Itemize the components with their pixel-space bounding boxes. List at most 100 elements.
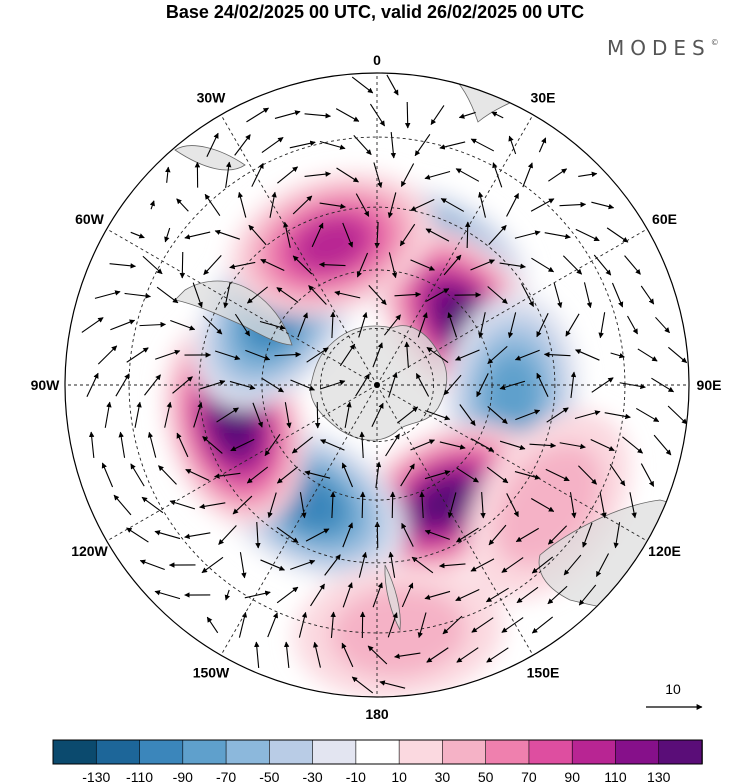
longitude-labels: 0 30E 60E 90E 120E 150E 180 150W 120W 90W 60W 30W [31,52,722,722]
wind-vector [252,402,263,428]
wind-vector [206,616,219,634]
anomaly-contour [295,217,368,271]
wind-vector [530,198,555,212]
wind-vector [456,647,479,663]
wind-vector [261,137,284,153]
wind-vector [373,162,383,189]
longitude-label: 180 [365,706,389,722]
wind-vector [499,262,526,269]
wind-vector [192,282,203,308]
wind-vector [390,132,397,159]
wind-vector [399,223,416,247]
parallel-line [128,136,626,634]
wind-vector [515,527,539,543]
wind-vector [269,191,277,218]
meridian-line [106,384,378,542]
wind-vector [110,319,136,331]
wind-vector [655,316,670,334]
wind-vector [276,287,299,303]
wind-vector [139,321,167,328]
colorbar-tick-label: -130 [82,769,110,783]
wind-vector [260,559,285,571]
wind-vector [372,342,383,368]
wind-vector [627,315,638,335]
wind-vector [559,442,586,450]
wind-vector [388,551,396,578]
wind-vector [384,314,401,336]
wind-vector [284,402,292,429]
wind-vector [553,282,563,309]
colorbar-swatch [269,739,314,765]
wind-vector [470,438,495,452]
wind-vector [292,195,313,215]
longitude-label: 30E [531,89,556,105]
wind-vector [97,345,118,365]
longitude-label: 120W [71,543,108,559]
wind-vector [410,198,435,212]
wind-vector [595,553,610,577]
wind-vector [606,227,629,243]
wind-vector [164,227,171,243]
wind-vector [411,556,434,574]
wind-vector [487,345,508,365]
wind-vector [274,351,302,358]
wind-vector [547,525,568,545]
wind-vector [314,401,321,429]
colorbar: -130 -110 -90 -70 -50 -30 -10 10 30 50 70 90 110 130 [52,739,703,783]
wind-vector [531,616,554,634]
wind-vector [507,312,517,339]
wind-vector [246,466,269,484]
wind-vector [267,612,279,638]
wind-vector [245,349,271,361]
wind-vector [598,312,606,339]
wind-vector [624,255,641,275]
colorbar-swatch [398,739,444,765]
lat-lon-grid [65,73,689,697]
wind-vector [130,231,145,239]
wind-vector [206,132,219,157]
wind-vector [653,434,672,456]
wind-vector [276,586,299,604]
anomaly-contour [482,353,541,440]
wind-vector [149,200,155,210]
colorbar-tick-label: 130 [647,769,671,783]
wind-vector [375,461,382,488]
wind-vector [583,282,593,309]
wind-vector [501,557,524,573]
wind-vector [404,341,410,369]
longitude-label: 150W [193,665,230,681]
wind-vector [415,373,430,397]
wind-vector [447,492,457,519]
wind-vector [230,438,255,452]
wind-vector [126,347,149,363]
wind-vector [485,587,509,603]
wind-vector [297,312,308,338]
wind-vector [559,201,587,208]
wind-vector [486,466,509,484]
wind-vector [372,582,383,608]
wind-vector [109,263,136,269]
wind-vector [255,521,261,549]
wind-vector [214,350,241,361]
wind-vector [455,589,480,601]
wind-vector [318,261,346,268]
wind-vector [330,611,336,639]
wind-vector [536,313,549,338]
colorbar-swatch [139,739,184,765]
wind-vector [341,642,354,668]
wind-vector [516,586,539,604]
wind-vector [246,286,268,304]
wind-vector [470,259,495,271]
wind-vector [184,231,211,240]
modes-logo: MODES© [607,36,719,60]
wind-vector [342,222,354,248]
wind-vector [394,291,422,298]
wind-vector [439,441,466,450]
wind-vector [575,228,600,242]
map-boundary [64,72,690,698]
meridian-line [106,228,378,386]
wind-vector [229,261,256,270]
wind-vector [546,407,569,423]
parallel-line [320,328,434,442]
wind-vector [476,373,489,398]
